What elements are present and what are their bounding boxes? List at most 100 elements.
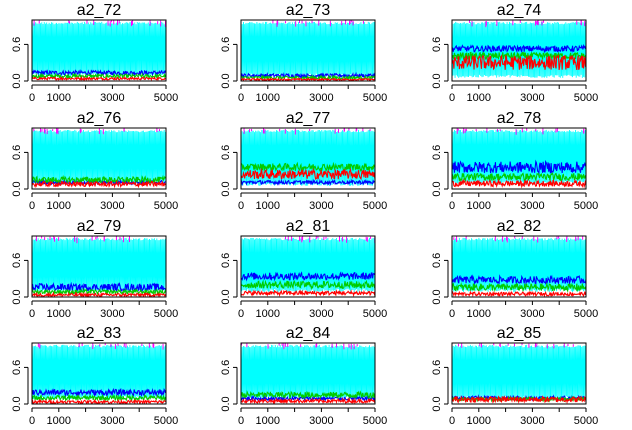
trace-series-group <box>241 20 375 81</box>
panel-title: a2_76 <box>77 110 122 127</box>
x-tick-label: 0 <box>238 308 244 320</box>
x-tick-label: 0 <box>449 308 455 320</box>
trace-panel: a2_73 0.0 0.6 0 1000 3000 5000 <box>220 2 387 104</box>
trace-line-green <box>32 287 166 296</box>
y-tick-label: 0.6 <box>431 145 443 160</box>
x-tick-label: 0 <box>29 415 35 427</box>
y-tick-label: 0.0 <box>11 289 23 304</box>
x-tick-label: 3000 <box>309 92 333 104</box>
panel-title: a2_83 <box>77 325 122 342</box>
trace-panel: a2_81 0.0 0.6 0 1000 3000 5000 <box>220 218 387 320</box>
trace-panel: a2_79 0.0 0.6 0 1000 3000 5000 <box>11 218 178 320</box>
trace-line-cyan <box>452 129 586 185</box>
x-tick-label: 3000 <box>100 200 124 212</box>
x-tick-label: 0 <box>238 415 244 427</box>
y-tick-label: 0.6 <box>220 253 232 268</box>
plot-frame <box>31 19 167 82</box>
trace-line-green <box>241 389 375 400</box>
x-tick-label: 1000 <box>256 200 280 212</box>
trace-panel: a2_74 0.0 0.6 0 1000 3000 5000 <box>431 2 598 104</box>
y-tick-label: 0.0 <box>220 181 232 196</box>
y-tick-label: 0.6 <box>431 37 443 52</box>
trace-series-group <box>241 128 375 186</box>
panel-title: a2_81 <box>286 218 331 235</box>
trace-line-red <box>32 291 166 297</box>
trace-line-red <box>452 395 586 404</box>
x-tick-label: 0 <box>238 92 244 104</box>
x-tick-label: 3000 <box>520 308 544 320</box>
x-tick-label: 3000 <box>520 200 544 212</box>
trace-line-cyan <box>32 344 166 400</box>
x-tick-label: 3000 <box>100 92 124 104</box>
panel-title: a2_74 <box>497 2 542 19</box>
x-tick-label: 5000 <box>363 308 387 320</box>
trace-line-red <box>241 77 375 81</box>
trace-line-red <box>32 179 166 189</box>
panel-title: a2_85 <box>497 325 542 342</box>
trace-line-green <box>241 279 375 291</box>
trace-line-green <box>241 161 375 173</box>
panel-title: a2_84 <box>286 325 331 342</box>
trace-panel: a2_84 0.0 0.6 0 1000 3000 5000 <box>220 325 387 427</box>
trace-line-green <box>32 72 166 81</box>
y-tick-label: 0.6 <box>11 145 23 160</box>
x-tick-label: 1000 <box>47 415 71 427</box>
trace-line-cyan <box>452 344 586 400</box>
trace-panel: a2_83 0.0 0.6 0 1000 3000 5000 <box>11 325 178 427</box>
plot-frame <box>240 235 376 298</box>
trace-line-green <box>32 393 166 403</box>
plot-frame <box>240 19 376 82</box>
x-tick-label: 3000 <box>309 200 333 212</box>
plot-frame <box>31 127 167 190</box>
trace-line-blue <box>32 387 166 398</box>
plot-frame <box>451 235 587 298</box>
x-tick-label: 1000 <box>256 92 280 104</box>
trace-line-blue <box>452 43 586 54</box>
x-tick-label: 0 <box>449 200 455 212</box>
x-tick-label: 1000 <box>256 415 280 427</box>
plot-frame <box>451 127 587 190</box>
y-tick-label: 0.0 <box>11 181 23 196</box>
x-tick-label: 3000 <box>309 415 333 427</box>
panel-title: a2_79 <box>77 218 122 235</box>
y-tick-label: 0.6 <box>11 37 23 52</box>
trace-line-red <box>32 398 166 404</box>
plot-frame <box>31 235 167 298</box>
x-tick-label: 5000 <box>574 200 598 212</box>
x-tick-label: 0 <box>449 415 455 427</box>
y-tick-label: 0.0 <box>220 73 232 88</box>
y-tick-label: 0.0 <box>220 396 232 411</box>
x-tick-label: 3000 <box>100 415 124 427</box>
trace-panel: a2_85 0.0 0.6 0 1000 3000 5000 <box>431 325 598 427</box>
panel-title: a2_77 <box>286 110 331 127</box>
trace-series-group <box>452 236 586 297</box>
x-tick-label: 1000 <box>47 308 71 320</box>
x-tick-label: 0 <box>29 200 35 212</box>
y-tick-label: 0.0 <box>220 289 232 304</box>
x-tick-label: 3000 <box>520 92 544 104</box>
trace-line-cyan <box>241 237 375 293</box>
x-tick-label: 5000 <box>363 200 387 212</box>
x-tick-label: 5000 <box>574 415 598 427</box>
y-tick-label: 0.0 <box>431 396 443 411</box>
x-tick-label: 5000 <box>363 415 387 427</box>
trace-line-cyan <box>241 129 375 186</box>
y-tick-label: 0.0 <box>11 73 23 88</box>
x-tick-label: 1000 <box>467 415 491 427</box>
plot-frame <box>451 342 587 405</box>
trace-series-group <box>241 236 375 297</box>
x-tick-label: 5000 <box>574 308 598 320</box>
x-tick-label: 3000 <box>309 308 333 320</box>
trace-line-red <box>241 289 375 297</box>
y-tick-label: 0.6 <box>220 360 232 375</box>
x-tick-label: 1000 <box>467 308 491 320</box>
trace-panel: a2_82 0.0 0.6 0 1000 3000 5000 <box>431 218 598 320</box>
x-tick-label: 1000 <box>47 92 71 104</box>
plot-frame <box>240 342 376 405</box>
x-tick-label: 1000 <box>256 308 280 320</box>
trace-line-red <box>452 290 586 297</box>
trace-line-green <box>452 281 586 293</box>
trace-line-cyan <box>241 21 375 77</box>
panel-title: a2_78 <box>497 110 542 127</box>
trace-series-group <box>452 20 586 78</box>
